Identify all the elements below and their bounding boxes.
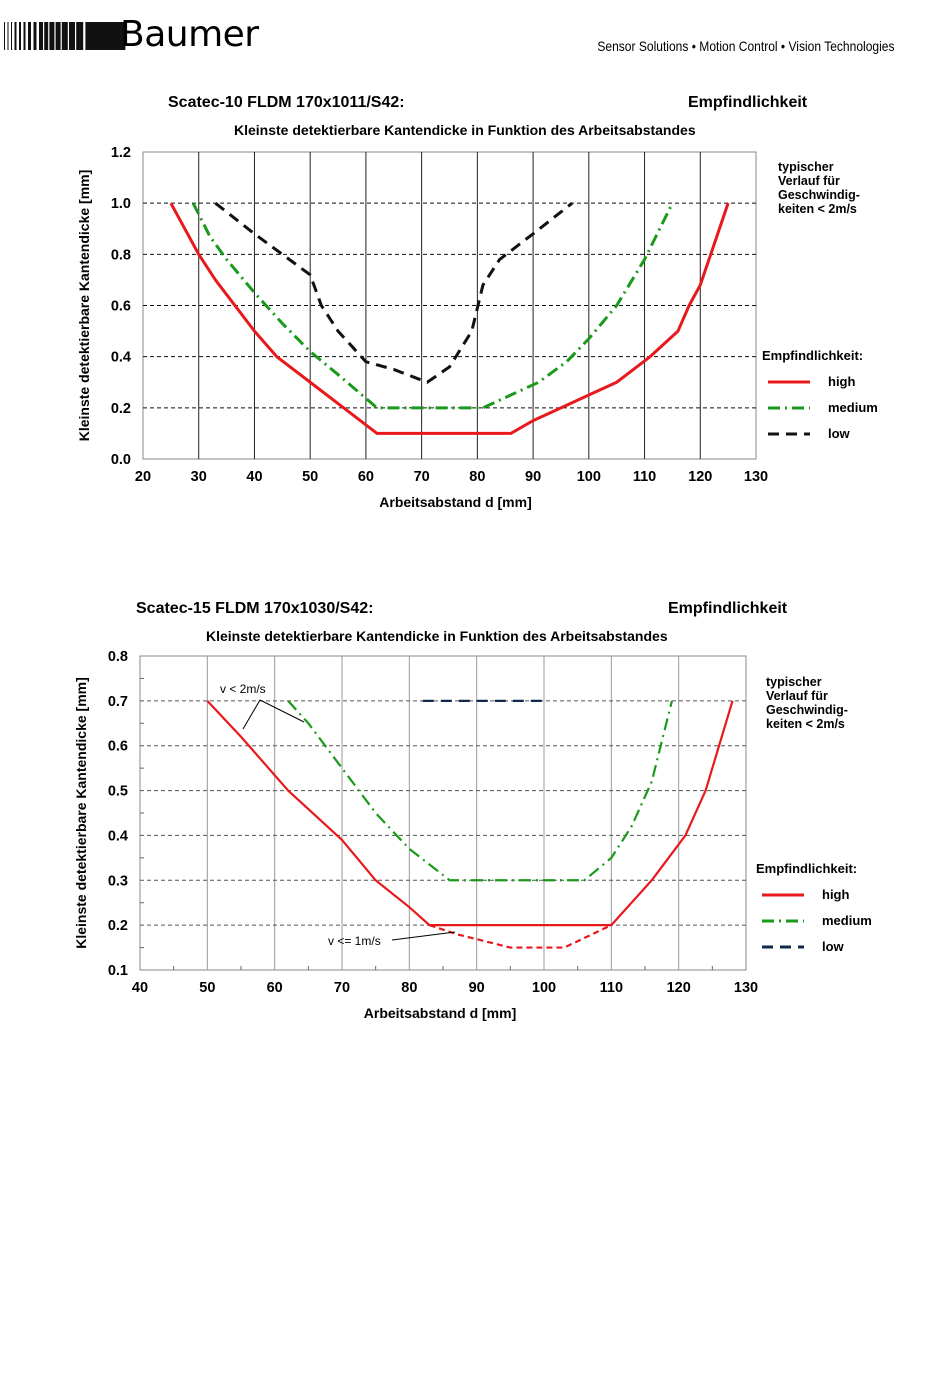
logo-bar xyxy=(23,22,26,50)
x-tick-label: 40 xyxy=(246,469,262,485)
x-tick-label: 40 xyxy=(132,980,148,996)
logo-bar xyxy=(76,22,84,50)
x-tick-label: 90 xyxy=(525,469,541,485)
logo-bar xyxy=(11,22,12,50)
legend-label-high: high xyxy=(828,374,855,389)
x-tick-label: 100 xyxy=(532,980,556,996)
x-tick-label: 120 xyxy=(688,469,712,485)
chart1-title-right: Empfindlichkeit xyxy=(688,94,808,111)
legend-title: Empfindlichkeit: xyxy=(762,348,863,363)
legend-label-medium: medium xyxy=(828,400,878,415)
series-line-high xyxy=(429,924,612,949)
x-axis-label: Arbeitsabstand d [mm] xyxy=(379,494,531,510)
x-tick-label: 100 xyxy=(577,469,601,485)
series-line-low xyxy=(214,201,574,384)
x-tick-label: 120 xyxy=(667,980,691,996)
chart2-title-left: Scatec-15 FLDM 170x1030/S42: xyxy=(136,600,374,617)
chart1-subtitle: Kleinste detektierbare Kantendicke in Fu… xyxy=(234,122,696,138)
annotation-v-lt-2: v < 2m/s xyxy=(220,682,266,696)
series-line-high xyxy=(206,700,734,927)
y-tick-label: 1.2 xyxy=(111,145,131,161)
brand-tagline: Sensor Solutions • Motion Control • Visi… xyxy=(596,38,894,54)
x-tick-label: 60 xyxy=(358,469,374,485)
logo-bar xyxy=(55,22,61,50)
logo-bar xyxy=(7,22,9,50)
y-tick-label: 0.4 xyxy=(111,350,131,366)
y-tick-label: 0.1 xyxy=(108,963,128,979)
x-tick-label: 110 xyxy=(633,469,656,485)
logo-bar xyxy=(49,22,55,50)
logo-bar xyxy=(44,22,49,50)
logo-block xyxy=(85,22,126,50)
y-tick-label: 0.6 xyxy=(108,739,128,755)
y-tick-label: 0.8 xyxy=(111,247,131,263)
x-tick-label: 80 xyxy=(401,980,417,996)
x-tick-label: 30 xyxy=(191,469,207,485)
series-line-high xyxy=(169,202,730,435)
annotation-v-le-1: v <= 1m/s xyxy=(328,934,381,948)
brand-name: Baumer xyxy=(120,14,259,55)
logo-bar xyxy=(4,22,5,50)
y-tick-label: 0.8 xyxy=(108,649,128,665)
x-tick-label: 80 xyxy=(469,469,485,485)
x-tick-label: 60 xyxy=(267,980,283,996)
x-tick-label: 50 xyxy=(199,980,215,996)
x-tick-label: 70 xyxy=(334,980,350,996)
logo-bar xyxy=(61,22,68,50)
x-tick-label: 130 xyxy=(744,469,768,485)
x-tick-label: 90 xyxy=(469,980,485,996)
chart2-note: typischer Verlauf für Geschwindig-keiten <… xyxy=(766,675,848,731)
y-tick-label: 0.5 xyxy=(108,784,128,800)
plot-frame xyxy=(139,655,747,971)
y-axis-label: Kleinste detektierbare Kantendicke [mm] xyxy=(73,677,89,949)
legend-label-low: low xyxy=(822,939,845,954)
logo-bar xyxy=(28,22,31,50)
y-tick-label: 0.3 xyxy=(108,873,128,889)
y-tick-label: 0.6 xyxy=(111,299,131,315)
chart2-subtitle: Kleinste detektierbare Kantendicke in Fu… xyxy=(206,628,668,644)
legend-title: Empfindlichkeit: xyxy=(756,861,857,876)
annotation-leader xyxy=(242,699,261,730)
x-tick-label: 70 xyxy=(414,469,430,485)
logo-bar xyxy=(33,22,37,50)
y-tick-label: 0.4 xyxy=(108,828,128,844)
logo-bar xyxy=(19,22,21,50)
y-tick-label: 0.0 xyxy=(111,452,131,468)
logo-bar xyxy=(39,22,43,50)
legend-label-medium: medium xyxy=(822,913,872,928)
legend-label-low: low xyxy=(828,426,851,441)
logo-bar xyxy=(69,22,75,50)
chart1-title-left: Scatec-10 FLDM 170x1011/S42: xyxy=(168,94,405,111)
y-tick-label: 1.0 xyxy=(111,196,131,212)
baumer-logo-icon xyxy=(4,22,126,50)
annotation-leader xyxy=(391,931,456,941)
x-tick-label: 20 xyxy=(135,469,151,485)
y-tick-label: 0.2 xyxy=(108,918,128,934)
x-axis-label: Arbeitsabstand d [mm] xyxy=(364,1005,516,1021)
y-tick-label: 0.2 xyxy=(111,401,131,417)
series-line-medium xyxy=(287,700,674,882)
chart2-title-right: Empfindlichkeit xyxy=(668,600,788,617)
legend-label-high: high xyxy=(822,887,849,902)
chart1-note: typischer Verlauf für Geschwindig-keiten <… xyxy=(778,160,860,216)
y-tick-label: 0.7 xyxy=(108,694,128,710)
x-tick-label: 50 xyxy=(302,469,318,485)
x-tick-label: 130 xyxy=(734,980,758,996)
x-tick-label: 110 xyxy=(600,980,623,996)
y-axis-label: Kleinste detektierbare Kantendicke [mm] xyxy=(76,170,92,442)
annotation-leader xyxy=(259,699,305,723)
logo-bar xyxy=(14,22,17,50)
